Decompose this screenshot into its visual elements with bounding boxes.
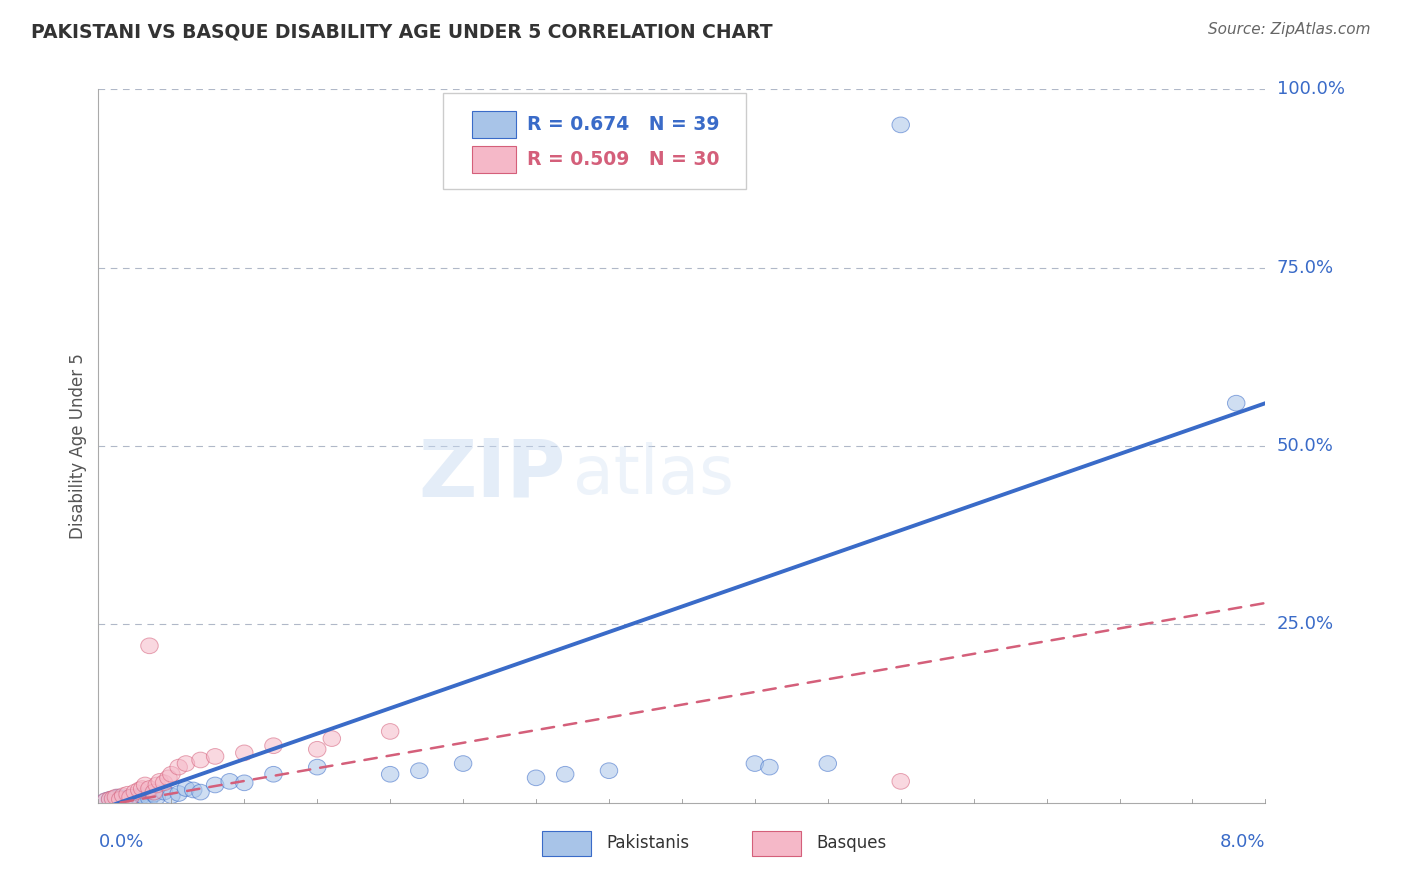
Ellipse shape: [134, 780, 150, 797]
Ellipse shape: [145, 787, 163, 802]
Ellipse shape: [170, 759, 187, 775]
FancyBboxPatch shape: [472, 145, 516, 173]
Ellipse shape: [177, 780, 194, 797]
Ellipse shape: [141, 790, 159, 806]
Ellipse shape: [120, 787, 136, 802]
Ellipse shape: [114, 790, 132, 805]
Text: 25.0%: 25.0%: [1277, 615, 1334, 633]
Ellipse shape: [134, 788, 150, 804]
Ellipse shape: [148, 777, 166, 793]
Ellipse shape: [221, 773, 239, 789]
Ellipse shape: [97, 793, 114, 808]
Ellipse shape: [1227, 395, 1244, 411]
Ellipse shape: [177, 756, 194, 772]
Text: Pakistanis: Pakistanis: [606, 835, 689, 853]
Text: Source: ZipAtlas.com: Source: ZipAtlas.com: [1208, 22, 1371, 37]
Text: 8.0%: 8.0%: [1220, 833, 1265, 851]
Ellipse shape: [747, 756, 763, 772]
Text: atlas: atlas: [572, 442, 734, 508]
Ellipse shape: [107, 790, 125, 806]
Ellipse shape: [184, 782, 202, 797]
Ellipse shape: [141, 638, 159, 654]
Ellipse shape: [163, 788, 180, 804]
Ellipse shape: [101, 791, 120, 807]
Ellipse shape: [323, 731, 340, 747]
Ellipse shape: [820, 756, 837, 772]
Ellipse shape: [155, 775, 173, 790]
Ellipse shape: [107, 789, 125, 805]
Ellipse shape: [120, 790, 136, 806]
Ellipse shape: [141, 780, 159, 797]
Ellipse shape: [122, 789, 139, 805]
Y-axis label: Disability Age Under 5: Disability Age Under 5: [69, 353, 87, 539]
Ellipse shape: [129, 789, 146, 805]
Ellipse shape: [191, 784, 209, 800]
Ellipse shape: [97, 793, 114, 808]
Ellipse shape: [381, 766, 399, 782]
Ellipse shape: [308, 759, 326, 775]
Ellipse shape: [145, 784, 163, 800]
Ellipse shape: [557, 766, 574, 782]
Ellipse shape: [600, 763, 617, 779]
Text: 75.0%: 75.0%: [1277, 259, 1334, 277]
Ellipse shape: [104, 790, 122, 806]
FancyBboxPatch shape: [752, 830, 801, 856]
Ellipse shape: [891, 117, 910, 133]
Ellipse shape: [114, 788, 132, 804]
Ellipse shape: [115, 792, 134, 808]
Ellipse shape: [191, 752, 209, 768]
Text: R = 0.509   N = 30: R = 0.509 N = 30: [527, 150, 720, 169]
Text: 50.0%: 50.0%: [1277, 437, 1333, 455]
Ellipse shape: [236, 745, 253, 761]
Ellipse shape: [104, 792, 122, 808]
Ellipse shape: [527, 770, 544, 786]
Ellipse shape: [136, 790, 153, 805]
Ellipse shape: [207, 748, 224, 764]
FancyBboxPatch shape: [541, 830, 591, 856]
Ellipse shape: [264, 738, 283, 754]
Ellipse shape: [454, 756, 472, 772]
FancyBboxPatch shape: [443, 93, 747, 189]
Ellipse shape: [111, 791, 129, 807]
Ellipse shape: [264, 766, 283, 782]
Ellipse shape: [127, 784, 143, 800]
Ellipse shape: [148, 789, 166, 805]
Ellipse shape: [236, 775, 253, 790]
Ellipse shape: [411, 763, 427, 779]
Ellipse shape: [891, 773, 910, 789]
Ellipse shape: [111, 791, 129, 807]
Text: Basques: Basques: [815, 835, 886, 853]
Ellipse shape: [155, 784, 173, 800]
Ellipse shape: [108, 789, 127, 805]
Ellipse shape: [127, 791, 143, 807]
Ellipse shape: [101, 791, 120, 807]
Text: 0.0%: 0.0%: [98, 833, 143, 851]
Ellipse shape: [207, 777, 224, 793]
Ellipse shape: [160, 770, 177, 786]
Text: PAKISTANI VS BASQUE DISABILITY AGE UNDER 5 CORRELATION CHART: PAKISTANI VS BASQUE DISABILITY AGE UNDER…: [31, 22, 772, 41]
Ellipse shape: [150, 773, 169, 789]
Text: 100.0%: 100.0%: [1277, 80, 1344, 98]
Ellipse shape: [761, 759, 778, 775]
Ellipse shape: [163, 766, 180, 782]
Ellipse shape: [122, 789, 139, 805]
Ellipse shape: [131, 782, 148, 797]
Ellipse shape: [136, 777, 153, 793]
Ellipse shape: [170, 786, 187, 801]
Ellipse shape: [308, 741, 326, 757]
Text: R = 0.674   N = 39: R = 0.674 N = 39: [527, 115, 720, 134]
Text: ZIP: ZIP: [418, 435, 565, 514]
Ellipse shape: [381, 723, 399, 739]
FancyBboxPatch shape: [472, 111, 516, 137]
